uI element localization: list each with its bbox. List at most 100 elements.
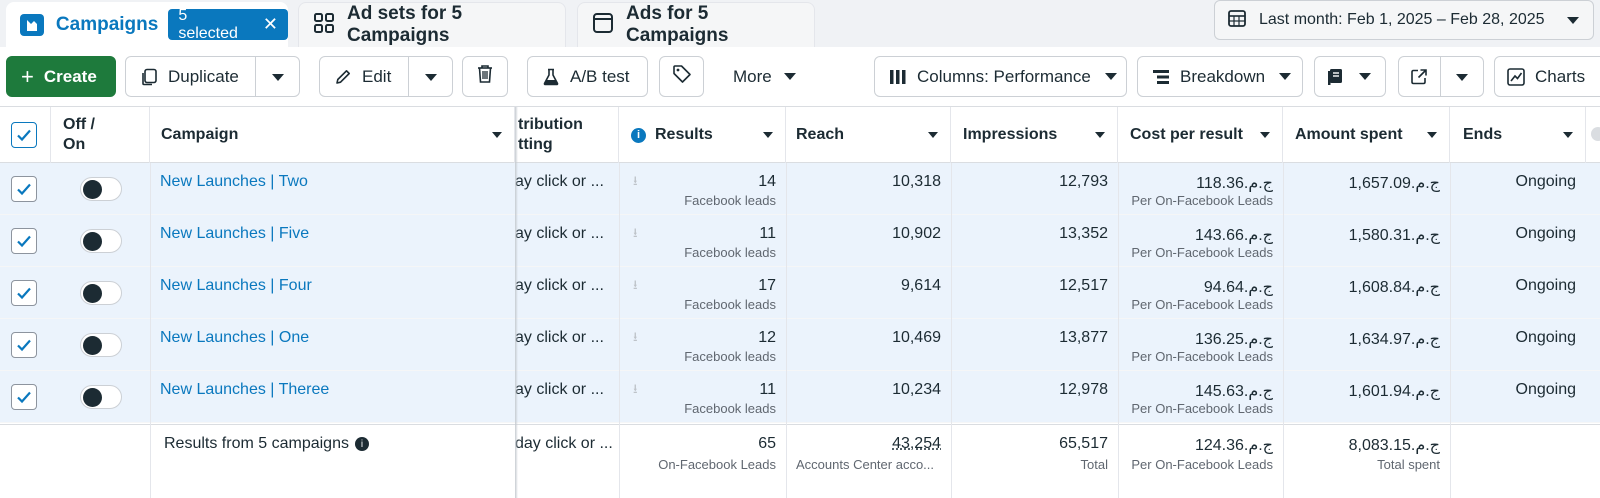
columns-icon [889,69,907,85]
duplicate-dropdown-icon[interactable] [272,74,284,81]
results-sub: Facebook leads [684,349,776,364]
clear-selection-icon[interactable]: ✕ [263,14,278,35]
checkmark-icon [16,338,32,352]
totals-impressions-sub: Total [1081,457,1108,472]
reach-value: 9,614 [901,277,941,295]
charts-button[interactable]: Charts [1494,56,1600,97]
breakdown-button[interactable]: Breakdown [1137,56,1303,97]
more-button[interactable]: More [718,56,810,97]
ab-test-button[interactable]: A/B test [527,56,648,97]
header-reach[interactable]: Reach [786,107,951,163]
amount-spent-value: ج.م.1,601.94 [1349,381,1440,401]
checkmark-icon [16,390,32,404]
info-icon[interactable]: i [355,437,369,451]
duplicate-button[interactable]: Duplicate [168,67,239,87]
campaigns-table: Off / On Campaign tribution tting i Result… [0,107,1600,498]
export-dropdown-icon[interactable] [1456,74,1468,81]
reports-button[interactable] [1314,56,1386,97]
split-divider [255,57,256,96]
duplicate-button-group: Duplicate [125,56,300,97]
export-icon[interactable] [1410,68,1428,86]
results-sub: Facebook leads [684,193,776,208]
header-campaign-sort-icon[interactable] [492,132,502,138]
columns-button[interactable]: Columns: Performance [874,56,1127,97]
selected-count-label: 5 selected [178,7,251,43]
tab-ads[interactable]: Ads for 5 Campaigns [577,2,815,47]
row-checkbox[interactable] [11,332,37,358]
chevron-down-icon [1567,17,1579,24]
tab-adsets[interactable]: Ad sets for 5 Campaigns [298,2,566,47]
campaign-toggle[interactable] [80,229,122,253]
totals-reach[interactable]: 43,254 [892,435,941,453]
row-checkbox[interactable] [11,384,37,410]
table-row[interactable]: New Launches | Four ay click or ... ⭳ 17… [0,267,1600,319]
header-reach-sort-icon[interactable] [928,132,938,138]
campaign-name-link[interactable]: New Launches | Four [160,277,312,295]
results-cell: 14 Facebook leads [619,163,786,215]
header-select-all-cell [0,107,51,163]
header-ends[interactable]: Ends [1450,107,1586,163]
row-checkbox[interactable] [11,176,37,202]
table-row[interactable]: New Launches | One ay click or ... ⭳ 12 … [0,319,1600,371]
row-checkbox[interactable] [11,280,37,306]
campaign-name-link[interactable]: New Launches | Five [160,225,309,243]
select-all-checkbox[interactable] [11,122,37,148]
add-column-icon[interactable] [1591,127,1600,141]
totals-impressions-cell: 65,517 Total [951,425,1118,498]
cost-per-result-sub: Per On-Facebook Leads [1131,193,1273,208]
date-range-picker[interactable]: Last month: Feb 1, 2025 – Feb 28, 2025 [1214,0,1594,40]
create-button[interactable]: + Create [6,56,116,97]
header-impressions-sort-icon[interactable] [1095,132,1105,138]
totals-reach-cell: 43,254 Accounts Center acco... [786,425,951,498]
table-row[interactable]: New Launches | Two ay click or ... ⭳ 14 … [0,163,1600,215]
header-amount-spent[interactable]: Amount spent [1283,107,1450,163]
chart-line-icon [1507,68,1525,86]
header-amount-spent-sort-icon[interactable] [1427,132,1437,138]
campaign-toggle[interactable] [80,333,122,357]
charts-label: Charts [1535,67,1585,87]
row-checkbox[interactable] [11,228,37,254]
results-value: 14 [758,173,776,191]
impressions-cell: 12,517 [951,267,1118,319]
results-cell: 11 Facebook leads [619,371,786,423]
campaign-name-link[interactable]: New Launches | One [160,329,309,347]
totals-impressions: 65,517 [1059,435,1108,453]
reach-cell: 10,234 [786,371,951,423]
checkmark-icon [16,128,32,142]
header-off-on[interactable]: Off / On [51,107,150,163]
campaign-name-link[interactable]: New Launches | Theree [160,381,329,399]
cost-per-result-cell: ج.م.143.66 Per On-Facebook Leads [1118,215,1283,267]
cost-per-result-sub: Per On-Facebook Leads [1131,297,1273,312]
cost-per-result-sub: Per On-Facebook Leads [1131,245,1273,260]
campaign-toggle[interactable] [80,177,122,201]
ends-cell: Ongoing [1450,215,1586,267]
delete-button[interactable] [462,56,508,97]
selected-count-badge[interactable]: 5 selected ✕ [168,9,288,40]
totals-spent-sub: Total spent [1377,457,1440,472]
header-results[interactable]: i Results [619,107,786,163]
header-results-label: Results [655,126,713,144]
header-campaign[interactable]: Campaign [150,107,515,163]
campaign-name-link[interactable]: New Launches | Two [160,173,308,191]
header-attribution[interactable]: tribution tting [518,107,619,163]
header-results-sort-icon[interactable] [763,132,773,138]
table-row[interactable]: New Launches | Theree ay click or ... ⭳ … [0,371,1600,423]
campaign-toggle[interactable] [80,385,122,409]
ads-window-icon [592,12,614,39]
reach-cell: 9,614 [786,267,951,319]
header-cost-per-result[interactable]: Cost per result [1118,107,1283,163]
tab-campaigns[interactable]: Campaigns 5 selected ✕ [6,2,288,47]
table-row[interactable]: New Launches | Five ay click or ... ⭳ 11… [0,215,1600,267]
tag-button[interactable] [659,56,704,97]
checkmark-icon [16,182,32,196]
edit-button[interactable]: Edit [362,67,391,87]
campaign-toggle[interactable] [80,281,122,305]
header-impressions[interactable]: Impressions [951,107,1118,163]
header-cost-per-result-sort-icon[interactable] [1260,132,1270,138]
column-divider [1283,163,1284,498]
results-value: 17 [758,277,776,295]
header-ends-sort-icon[interactable] [1563,132,1573,138]
toggle-knob [83,336,102,355]
edit-dropdown-icon[interactable] [425,74,437,81]
info-icon[interactable]: i [631,128,646,143]
